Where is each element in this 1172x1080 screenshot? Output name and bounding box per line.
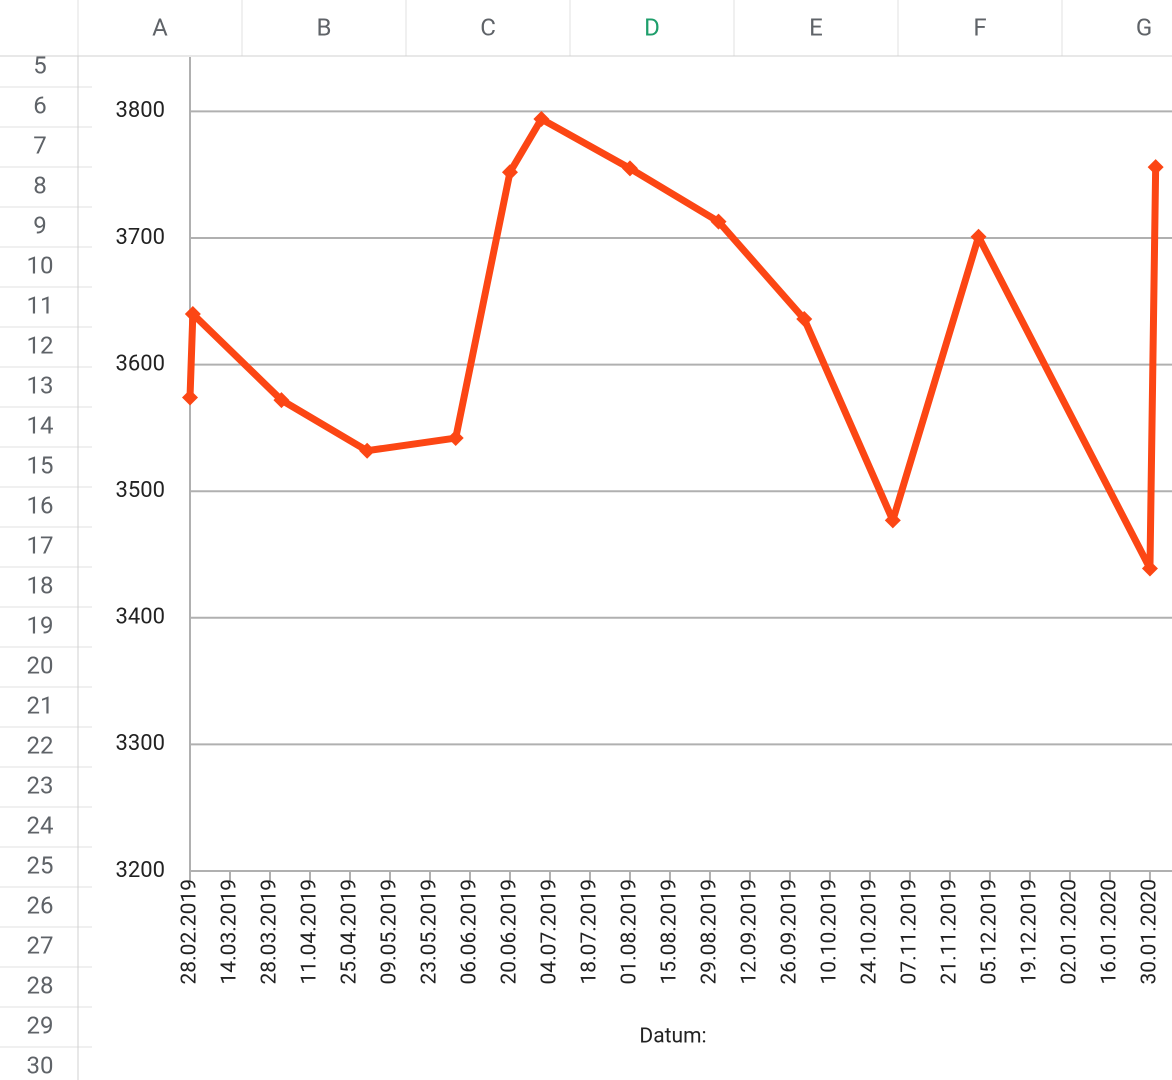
data-marker xyxy=(1141,560,1158,577)
row-number[interactable]: 24 xyxy=(27,811,54,839)
x-tick-label: 28.02.2019 xyxy=(178,879,202,985)
x-tick-label: 19.12.2019 xyxy=(1018,879,1042,985)
y-tick-label: 3200 xyxy=(116,858,165,883)
row-number[interactable]: 12 xyxy=(27,331,54,359)
x-tick-label: 16.01.2020 xyxy=(1098,879,1122,985)
row-number[interactable]: 19 xyxy=(27,611,54,639)
row-number[interactable]: 22 xyxy=(27,731,54,759)
column-header[interactable]: A xyxy=(152,13,168,41)
x-tick-label: 21.11.2019 xyxy=(938,879,962,985)
data-marker xyxy=(884,512,901,529)
row-number[interactable]: 10 xyxy=(27,251,54,279)
y-tick-label: 3800 xyxy=(116,98,165,123)
column-header-bar xyxy=(0,0,1172,56)
y-tick-label: 3400 xyxy=(116,605,165,630)
x-tick-label: 09.05.2019 xyxy=(378,879,402,985)
row-number[interactable]: 29 xyxy=(27,1011,54,1039)
data-marker xyxy=(447,430,464,447)
x-tick-label: 11.04.2019 xyxy=(298,879,322,985)
row-number[interactable]: 13 xyxy=(27,371,54,399)
x-tick-label: 30.01.2020 xyxy=(1137,879,1161,985)
x-tick-label: 25.04.2019 xyxy=(338,879,362,985)
column-header[interactable]: G xyxy=(1136,13,1152,41)
x-tick-label: 12.09.2019 xyxy=(738,879,762,985)
x-tick-label: 24.10.2019 xyxy=(858,879,882,985)
y-tick-label: 3600 xyxy=(116,351,165,376)
row-number[interactable]: 8 xyxy=(33,171,47,199)
row-number[interactable]: 7 xyxy=(33,131,47,159)
data-marker xyxy=(501,164,518,181)
column-header[interactable]: B xyxy=(317,13,332,41)
row-number[interactable]: 6 xyxy=(33,91,47,119)
x-tick-label: 18.07.2019 xyxy=(578,879,602,985)
row-number[interactable]: 16 xyxy=(27,491,54,519)
data-marker xyxy=(970,228,987,245)
data-marker xyxy=(1147,159,1164,176)
row-number[interactable]: 23 xyxy=(27,771,54,799)
data-marker xyxy=(273,392,290,409)
y-tick-label: 3300 xyxy=(116,731,165,756)
x-tick-label: 06.06.2019 xyxy=(458,879,482,985)
x-tick-label: 15.08.2019 xyxy=(658,879,682,985)
data-line xyxy=(186,115,1160,572)
x-tick-label: 04.07.2019 xyxy=(538,879,562,985)
row-number[interactable]: 20 xyxy=(27,651,54,679)
data-marker xyxy=(710,213,727,230)
x-tick-label: 07.11.2019 xyxy=(898,879,922,985)
column-header[interactable]: D xyxy=(644,13,660,41)
data-marker xyxy=(621,160,638,177)
data-marker xyxy=(533,111,550,128)
column-header[interactable]: C xyxy=(480,13,496,41)
x-tick-label: 05.12.2019 xyxy=(978,879,1002,985)
row-number[interactable]: 25 xyxy=(27,851,54,879)
chart-area xyxy=(92,57,1172,1080)
x-tick-label: 14.03.2019 xyxy=(218,879,242,985)
x-tick-label: 23.05.2019 xyxy=(418,879,442,985)
row-number[interactable]: 27 xyxy=(27,931,54,959)
row-number[interactable]: 28 xyxy=(27,971,54,999)
x-tick-label: 29.08.2019 xyxy=(698,879,722,985)
x-tick-label: 10.10.2019 xyxy=(818,879,842,985)
x-tick-label: 20.06.2019 xyxy=(498,879,522,985)
row-number[interactable]: 18 xyxy=(27,571,54,599)
row-number[interactable]: 30 xyxy=(27,1051,54,1079)
x-tick-label: 28.03.2019 xyxy=(258,879,282,985)
data-marker xyxy=(182,389,198,406)
row-number[interactable]: 21 xyxy=(27,691,54,719)
data-marker xyxy=(796,311,813,328)
row-number[interactable]: 14 xyxy=(27,411,54,439)
x-tick-label: 01.08.2019 xyxy=(618,879,642,985)
y-tick-label: 3700 xyxy=(116,225,165,250)
row-number[interactable]: 15 xyxy=(27,451,54,479)
column-header[interactable]: E xyxy=(809,13,823,41)
row-number[interactable]: 11 xyxy=(27,291,54,319)
column-header[interactable]: F xyxy=(973,13,986,41)
row-number[interactable]: 26 xyxy=(27,891,54,919)
data-marker xyxy=(359,442,376,459)
row-number[interactable]: 5 xyxy=(33,51,47,79)
x-tick-label: 26.09.2019 xyxy=(778,879,802,985)
data-marker xyxy=(184,305,201,322)
row-number[interactable]: 9 xyxy=(33,211,47,239)
x-axis-title: Datum: xyxy=(639,1025,706,1049)
x-tick-label: 02.01.2020 xyxy=(1058,879,1082,985)
row-number[interactable]: 17 xyxy=(27,531,54,559)
y-tick-label: 3500 xyxy=(116,478,165,503)
